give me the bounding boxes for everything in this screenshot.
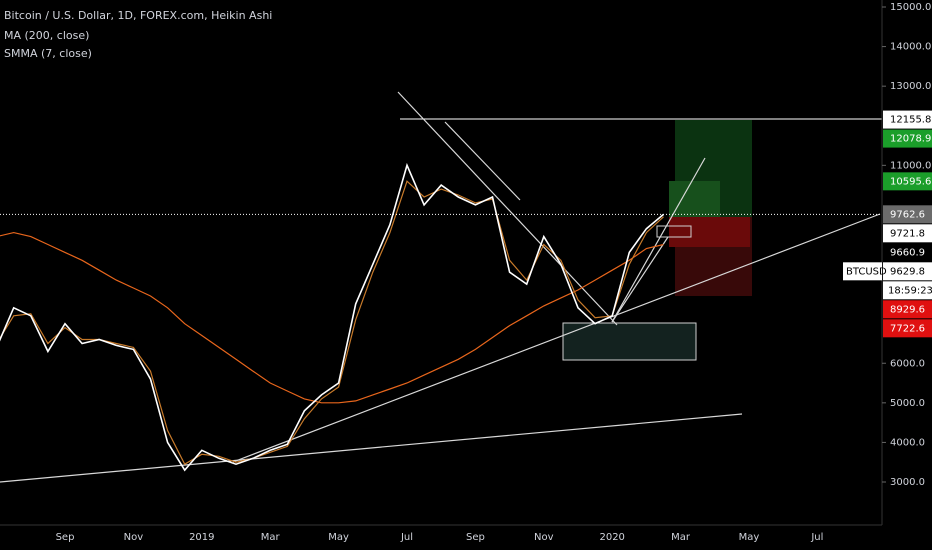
y-tick-label: 14000.0 <box>890 42 931 53</box>
legend-entry: MA (200, close) <box>4 29 89 42</box>
price-tag-bg <box>883 172 932 191</box>
x-tick-label: Nov <box>124 532 144 543</box>
symbol-tag-bg <box>843 262 882 281</box>
x-tick-label: May <box>328 532 349 543</box>
price-tag-bg <box>883 110 932 129</box>
support-box <box>562 322 697 361</box>
x-tick-label: Mar <box>671 532 691 543</box>
y-tick-label: 6000.0 <box>890 358 925 369</box>
legend-entry: SMMA (7, close) <box>4 47 92 60</box>
x-tick-label: Jul <box>400 532 413 543</box>
price-tag: 7722.6 <box>883 319 932 338</box>
trendline <box>444 121 521 201</box>
x-tick-label: 2020 <box>599 532 624 543</box>
chart-title: Bitcoin / U.S. Dollar, 1D, FOREX.com, He… <box>4 9 272 22</box>
y-tick-label: 15000.0 <box>890 2 931 13</box>
price-tag-label: 8929.6 <box>890 304 925 315</box>
price-tag-label: 9660.9 <box>890 247 925 258</box>
price-tag-bg <box>883 319 932 338</box>
x-tick-label: Nov <box>534 532 554 543</box>
price-tag-label: 9629.8 <box>890 266 925 277</box>
price-tag: 12078.9 <box>883 129 932 148</box>
series-line <box>0 180 664 466</box>
y-tick-label: 11000.0 <box>890 160 931 171</box>
price-tag-bg <box>883 224 932 243</box>
price-tag-label: 9721.8 <box>890 228 925 239</box>
price-tag: 9762.6 <box>883 205 932 224</box>
price-tag-bg <box>883 300 932 319</box>
stop-zone-inner <box>669 217 750 247</box>
countdown-bg <box>883 281 932 300</box>
x-tick-label: Jul <box>810 532 823 543</box>
trendline <box>0 413 743 483</box>
price-tag-bg <box>883 205 932 224</box>
trendline <box>397 91 618 326</box>
drawings <box>0 91 882 483</box>
trendline <box>611 236 669 323</box>
y-tick-label: 13000.0 <box>890 81 931 92</box>
x-tick-label: Mar <box>261 532 281 543</box>
price-tag-label: 12155.8 <box>890 115 931 126</box>
x-tick-label: Sep <box>56 532 75 543</box>
x-tick-label: May <box>739 532 760 543</box>
series-line <box>0 162 665 472</box>
x-tick-label: 2019 <box>189 532 214 543</box>
target-zone-inner <box>669 181 720 217</box>
price-tag: 8929.6 <box>883 300 932 319</box>
price-tag-bg <box>883 262 932 281</box>
entry-box <box>656 225 692 238</box>
y-tick-label: 5000.0 <box>890 398 925 409</box>
price-tag-label: 7722.6 <box>890 323 925 334</box>
price-tag: 10595.6 <box>883 172 932 191</box>
symbol-tag: BTCUSD <box>846 266 887 277</box>
price-tag: 12155.8 <box>883 110 932 129</box>
price-tag-label: 12078.9 <box>890 134 931 145</box>
y-tick-label: 4000.0 <box>890 437 925 448</box>
y-tick-label: 3000.0 <box>890 477 925 488</box>
x-tick-label: Sep <box>466 532 485 543</box>
trendline <box>232 213 881 463</box>
price-tag-bg <box>883 243 932 262</box>
countdown: 18:59:23 <box>888 285 932 296</box>
trendline <box>611 157 706 323</box>
price-tag-label: 9762.6 <box>890 209 925 220</box>
series-line <box>0 231 664 404</box>
price-tag-bg <box>883 129 932 148</box>
price-tag: 9660.9 <box>883 243 932 262</box>
price-tag: 9721.8 <box>883 224 932 243</box>
price-tag-label: 10595.6 <box>890 176 931 187</box>
